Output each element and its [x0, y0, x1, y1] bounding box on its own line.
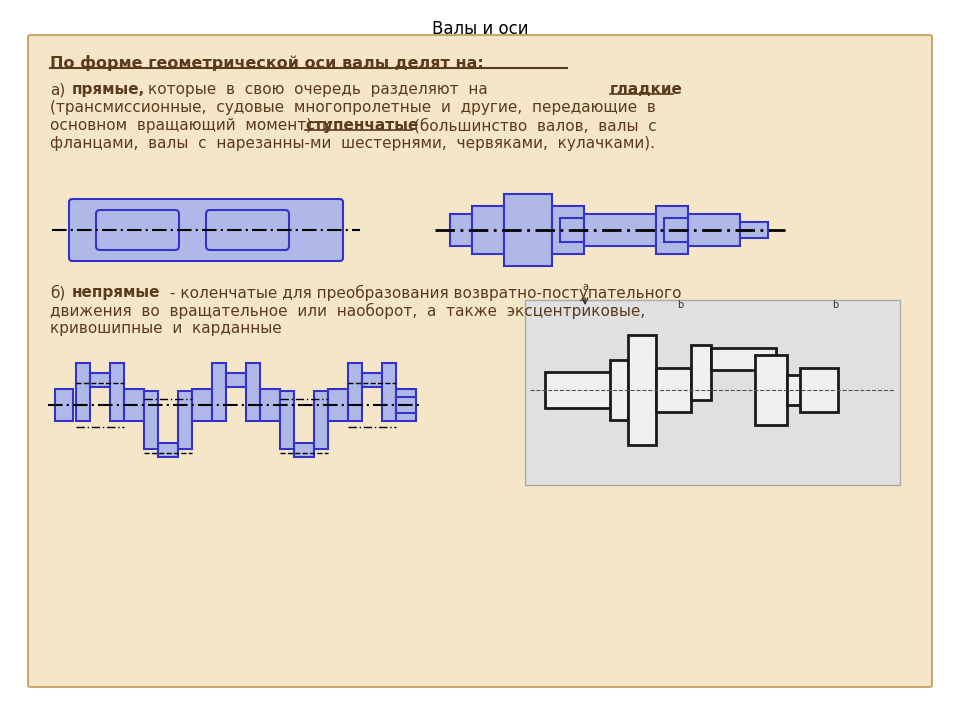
Bar [226, 373, 246, 387]
Text: б): б) [50, 285, 65, 301]
Text: непрямые: непрямые [72, 285, 160, 300]
Bar [740, 222, 768, 238]
Text: основном  вращающий  момент)  и: основном вращающий момент) и [50, 118, 332, 133]
Text: Валы и оси: Валы и оси [432, 20, 528, 38]
Bar [691, 345, 711, 400]
Bar [396, 397, 416, 413]
Bar [711, 348, 776, 370]
Bar [800, 368, 838, 412]
Bar [688, 214, 740, 246]
Bar [110, 363, 124, 421]
Text: b: b [677, 300, 684, 310]
Bar [55, 397, 73, 413]
Bar [525, 300, 900, 485]
Bar [755, 355, 787, 425]
Text: b: b [832, 300, 838, 310]
Bar [280, 391, 294, 449]
Bar [450, 214, 472, 246]
Text: (трансмиссионные,  судовые  многопролетные  и  другие,  передающие  в: (трансмиссионные, судовые многопролетные… [50, 100, 656, 115]
Bar [260, 389, 280, 421]
Bar [314, 391, 328, 449]
Bar [328, 389, 348, 421]
Bar [124, 389, 144, 421]
Text: прямые,: прямые, [72, 82, 145, 97]
Bar [656, 206, 688, 254]
Bar [787, 375, 837, 405]
Text: a: a [582, 282, 588, 292]
Text: - коленчатые для преобразования возвратно-поступательного: - коленчатые для преобразования возвратн… [170, 285, 682, 301]
Bar [192, 389, 212, 421]
Text: которые  в  свою  очередь  разделяют  на: которые в свою очередь разделяют на [148, 82, 488, 97]
Bar [628, 335, 656, 445]
Bar [158, 443, 178, 457]
Text: а): а) [50, 82, 65, 97]
Bar [396, 389, 416, 421]
Bar [584, 214, 656, 246]
Bar [294, 443, 314, 457]
FancyBboxPatch shape [28, 35, 932, 687]
Text: гладкие: гладкие [610, 82, 683, 97]
Bar [552, 206, 584, 254]
Bar [664, 218, 688, 242]
Bar [178, 391, 192, 449]
Bar [90, 373, 110, 387]
Bar [55, 389, 73, 421]
Bar [472, 206, 504, 254]
Text: По форме геометрической оси валы делят на:: По форме геометрической оси валы делят н… [50, 55, 484, 71]
Bar [504, 194, 552, 266]
FancyBboxPatch shape [96, 210, 179, 250]
Bar [560, 218, 584, 242]
Text: фланцами,  валы  с  нарезанны-ми  шестернями,  червяками,  кулачками).: фланцами, валы с нарезанны-ми шестернями… [50, 136, 655, 151]
Bar [545, 372, 635, 408]
Text: кривошипные  и  карданные: кривошипные и карданные [50, 321, 281, 336]
FancyBboxPatch shape [206, 210, 289, 250]
Bar [348, 363, 362, 421]
Bar [212, 363, 226, 421]
Bar [362, 373, 382, 387]
Bar [656, 368, 691, 412]
Bar [76, 363, 90, 421]
Bar [382, 363, 396, 421]
Bar [246, 363, 260, 421]
Bar [144, 391, 158, 449]
Bar [610, 360, 628, 420]
Text: движения  во  вращательное  или  наоборот,  а  также  эксцентриковые,: движения во вращательное или наоборот, а… [50, 303, 645, 319]
FancyBboxPatch shape [69, 199, 343, 261]
Text: (большинство  валов,  валы  с: (большинство валов, валы с [414, 118, 657, 134]
Text: ступенчатые: ступенчатые [305, 118, 419, 133]
